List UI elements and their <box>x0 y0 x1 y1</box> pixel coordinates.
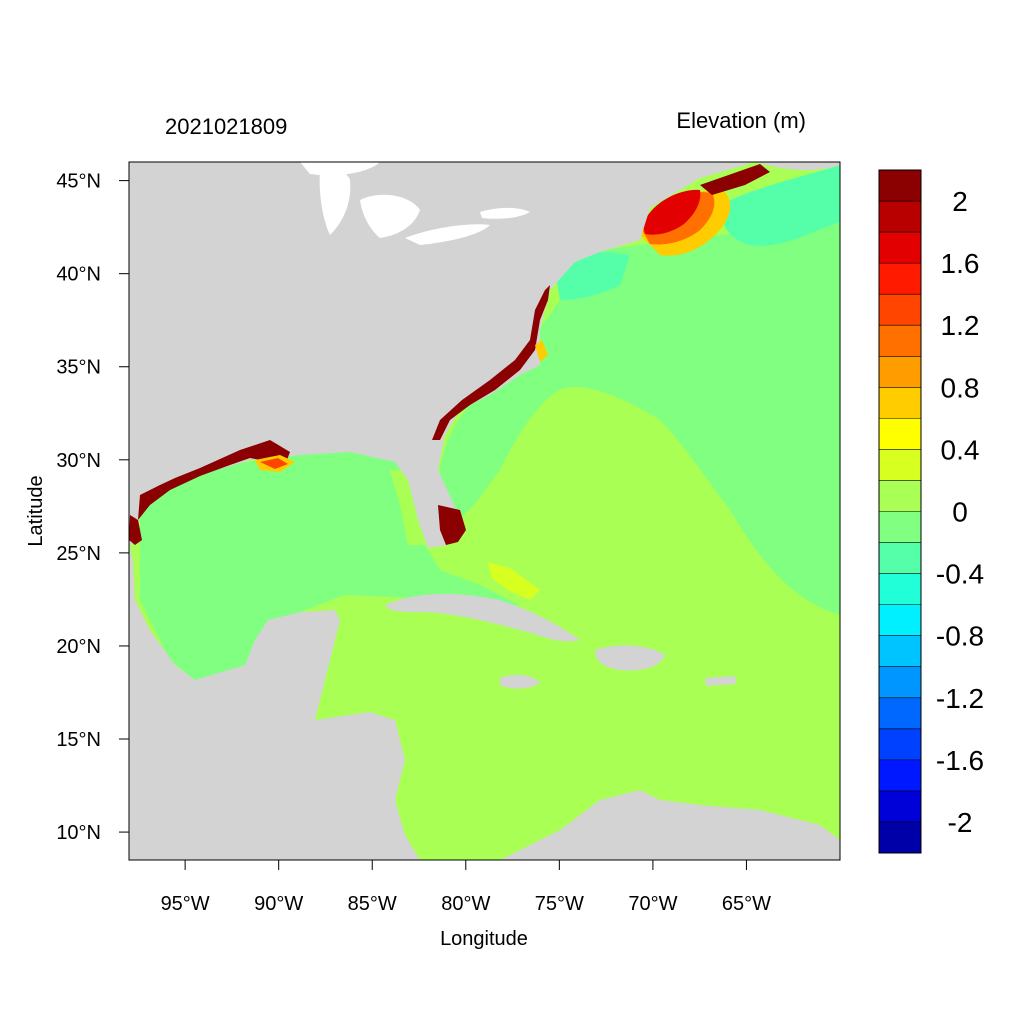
colorbar-level-label: -1.6 <box>936 745 984 776</box>
y-tick-label: 10°N <box>56 822 101 844</box>
colorbar-level-label: 1.2 <box>941 310 980 341</box>
y-tick-label: 45°N <box>56 171 101 193</box>
colorbar-swatch <box>879 449 921 481</box>
colorbar-swatch <box>879 759 921 792</box>
colorbar-level-label: 0.4 <box>941 434 980 465</box>
map-area <box>129 162 840 860</box>
colorbar-swatch <box>879 573 921 605</box>
colorbar-swatch <box>879 387 921 419</box>
colorbar-level-label: 0.8 <box>941 372 980 403</box>
texas-surge <box>129 515 142 545</box>
date-code: 2021021809 <box>165 114 287 139</box>
x-tick-label: 70°W <box>628 893 677 915</box>
x-tick-label: 80°W <box>441 893 490 915</box>
colorbar-level-label: 2 <box>952 186 968 217</box>
x-tick-label: 75°W <box>535 893 584 915</box>
x-tick-label: 85°W <box>348 893 397 915</box>
colorbar-swatch <box>879 635 921 668</box>
colorbar-swatch <box>879 356 921 388</box>
colorbar-level-label: -1.2 <box>936 683 984 714</box>
lake-michigan <box>319 167 351 235</box>
colorbar-swatch <box>879 263 921 295</box>
louisiana-surge-red <box>260 458 288 469</box>
bahamas-shelf <box>488 562 540 600</box>
colorbar-swatch <box>879 790 921 823</box>
colorbar-swatch <box>879 418 921 450</box>
north-carolina-surge <box>535 340 548 362</box>
colorbar-swatch <box>879 697 921 730</box>
colorbar-swatch <box>879 201 921 233</box>
x-tick-label: 95°W <box>161 893 210 915</box>
colorbar-level-label: 1.6 <box>941 248 980 279</box>
colorbar-swatch <box>879 821 921 854</box>
florida-surge <box>438 505 466 545</box>
lake-huron <box>360 194 420 238</box>
colorbar-frame <box>878 169 922 854</box>
lake-superior <box>300 162 380 176</box>
colorbar-swatch <box>879 232 921 264</box>
lake-ontario <box>480 207 530 219</box>
colorbar-swatch <box>879 604 921 636</box>
map-frame <box>128 161 841 861</box>
jamaica-land <box>500 674 540 689</box>
new-england-surge-max <box>700 164 770 195</box>
lake-erie <box>405 224 490 245</box>
x-axis-ticks: 95°W 90°W 85°W 80°W 75°W 70°W 65°W <box>161 860 771 915</box>
y-tick-label: 25°N <box>56 543 101 565</box>
mid-atlantic-neg <box>555 252 630 300</box>
colorbar-level-label: -0.4 <box>936 559 984 590</box>
south-america-land <box>500 790 840 860</box>
y-tick-label: 30°N <box>56 450 101 472</box>
puerto-rico-land <box>705 676 736 686</box>
new-england-surge-high <box>643 189 701 235</box>
gulf-coast-surge <box>138 440 290 520</box>
colorbar-level-label: -2 <box>948 807 973 838</box>
x-axis-label: Longitude <box>440 928 528 950</box>
x-tick-label: 65°W <box>722 893 771 915</box>
colorbar-swatch <box>879 294 921 326</box>
colorbar-swatch <box>879 325 921 357</box>
variable-label: Elevation (m) <box>676 108 806 133</box>
colorbar-swatch <box>879 480 921 512</box>
colorbar-swatch <box>879 666 921 699</box>
atlantic-water-negative <box>437 220 840 615</box>
y-tick-label: 15°N <box>56 729 101 751</box>
colorbar-swatch <box>879 542 921 574</box>
y-axis-label: Latitude <box>25 475 47 546</box>
y-axis-ticks: 10°N 15°N 20°N 25°N 30°N 35°N 40°N 45°N <box>56 171 129 844</box>
colorbar-swatch <box>879 511 921 543</box>
y-tick-label: 20°N <box>56 636 101 658</box>
colorbar-level-label: -0.8 <box>936 621 984 652</box>
colorbar-swatch <box>879 170 921 202</box>
x-tick-label: 90°W <box>254 893 303 915</box>
mexico-land <box>129 545 420 860</box>
colorbar: 2 1.6 1.2 0.8 0.4 0 -0.4 -0.8 -1.2 -1.6 -2 <box>878 169 984 854</box>
gulf-water <box>140 452 520 680</box>
atlantic-coast-surge <box>432 285 550 440</box>
cuba-land <box>385 593 580 642</box>
colorbar-level-label: 0 <box>952 497 968 528</box>
colorbar-swatch <box>879 728 921 761</box>
nova-scotia-neg <box>720 165 840 246</box>
north-america-land <box>129 162 840 548</box>
hispaniola-land <box>595 645 665 671</box>
y-tick-label: 35°N <box>56 357 101 379</box>
y-tick-label: 40°N <box>56 264 101 286</box>
